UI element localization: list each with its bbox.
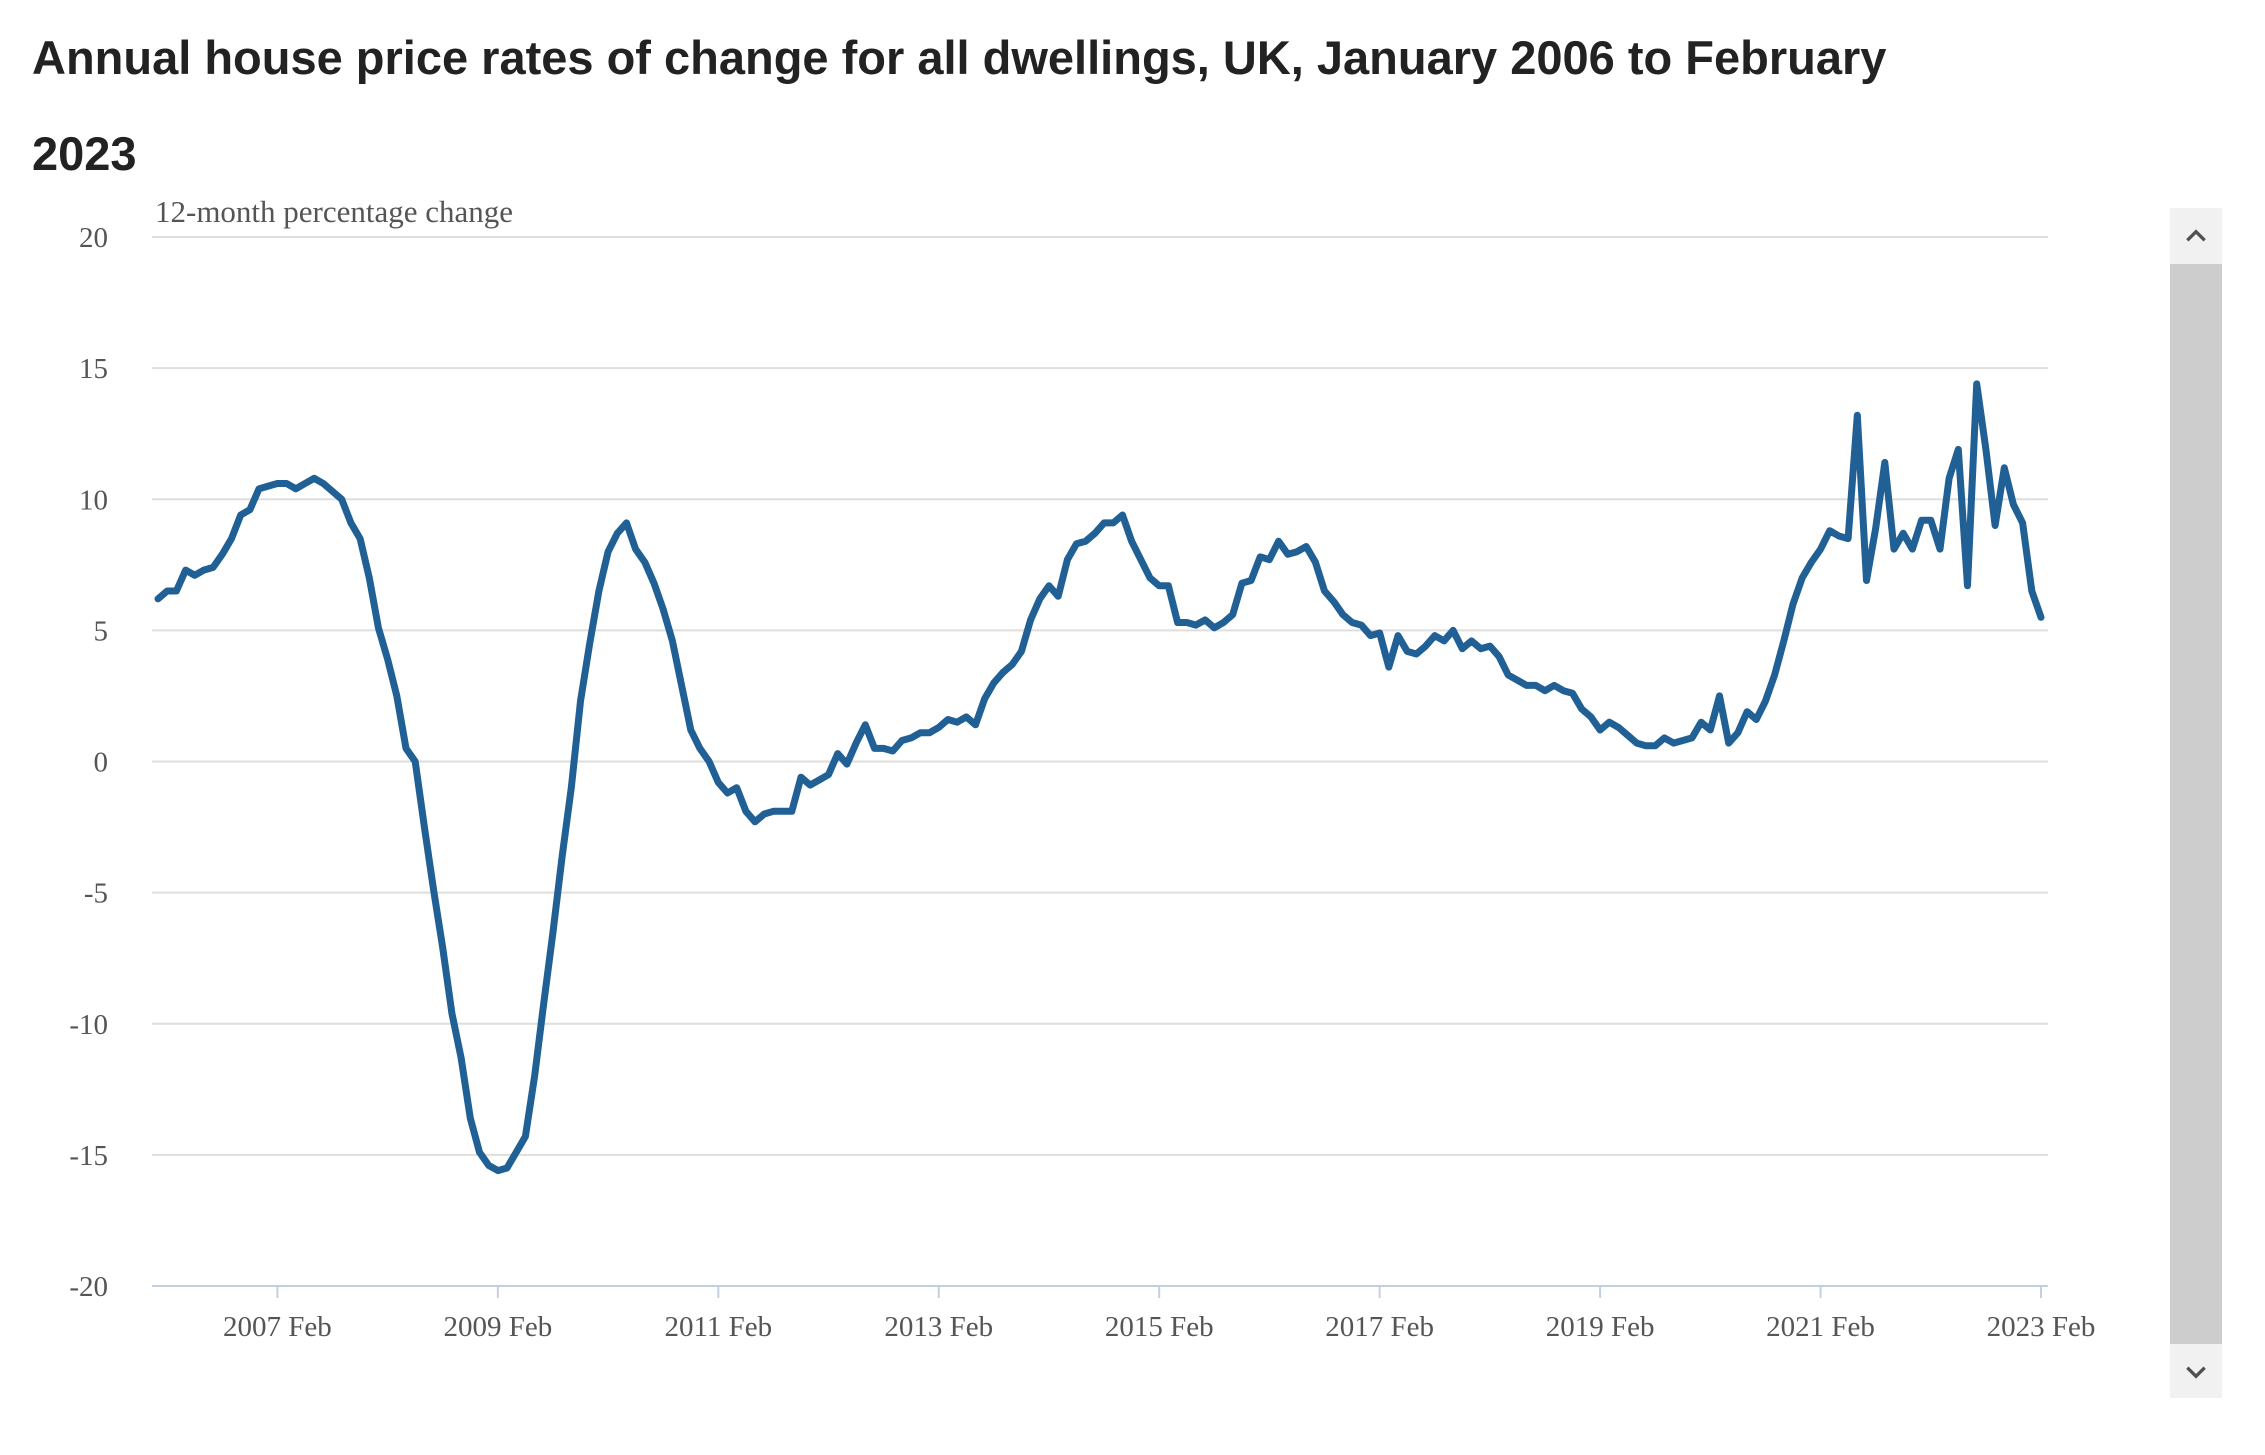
y-tick-label: 10 — [79, 484, 108, 516]
x-tick-label: 2013 Feb — [884, 1311, 993, 1343]
y-tick-label: 15 — [79, 353, 108, 385]
y-axis-label: 12-month percentage change — [155, 194, 513, 229]
y-tick-label: -20 — [69, 1271, 108, 1303]
y-tick-label: -15 — [69, 1140, 108, 1172]
series-group — [154, 380, 2045, 1175]
grid-lines — [152, 236, 2048, 1156]
y-tick-label: -5 — [84, 878, 108, 910]
x-tick-label: 2007 Feb — [223, 1311, 332, 1343]
y-tick-label: 5 — [94, 615, 109, 647]
series-line-house-price-change — [154, 380, 2045, 1175]
chevron-up-icon[interactable] — [2170, 210, 2222, 262]
chevron-down-icon[interactable] — [2170, 1346, 2222, 1398]
x-axis: 2007 Feb 2009 Feb 2011 Feb 2013 Feb 2015 Feb… — [152, 1285, 2096, 1343]
y-axis: 20 15 10 5 0 -5 -10 -15 -20 — [69, 222, 108, 1303]
x-tick-label: 2023 Feb — [1987, 1311, 2096, 1343]
chart-title: Annual house price rates of change for a… — [32, 31, 1887, 180]
x-tick-label: 2021 Feb — [1766, 1311, 1875, 1343]
x-tick-label: 2017 Feb — [1325, 1311, 1434, 1343]
x-tick-label: 2011 Feb — [664, 1311, 772, 1343]
x-tick-label: 2019 Feb — [1546, 1311, 1655, 1343]
scrollbar-thumb[interactable] — [2170, 264, 2222, 1344]
y-tick-label: 20 — [79, 222, 108, 254]
x-tick-label: 2009 Feb — [443, 1311, 552, 1343]
y-tick-label: 0 — [94, 747, 109, 779]
vertical-scrollbar[interactable] — [2170, 208, 2222, 1398]
x-tick-label: 2015 Feb — [1105, 1311, 1214, 1343]
y-tick-label: -10 — [69, 1009, 108, 1041]
